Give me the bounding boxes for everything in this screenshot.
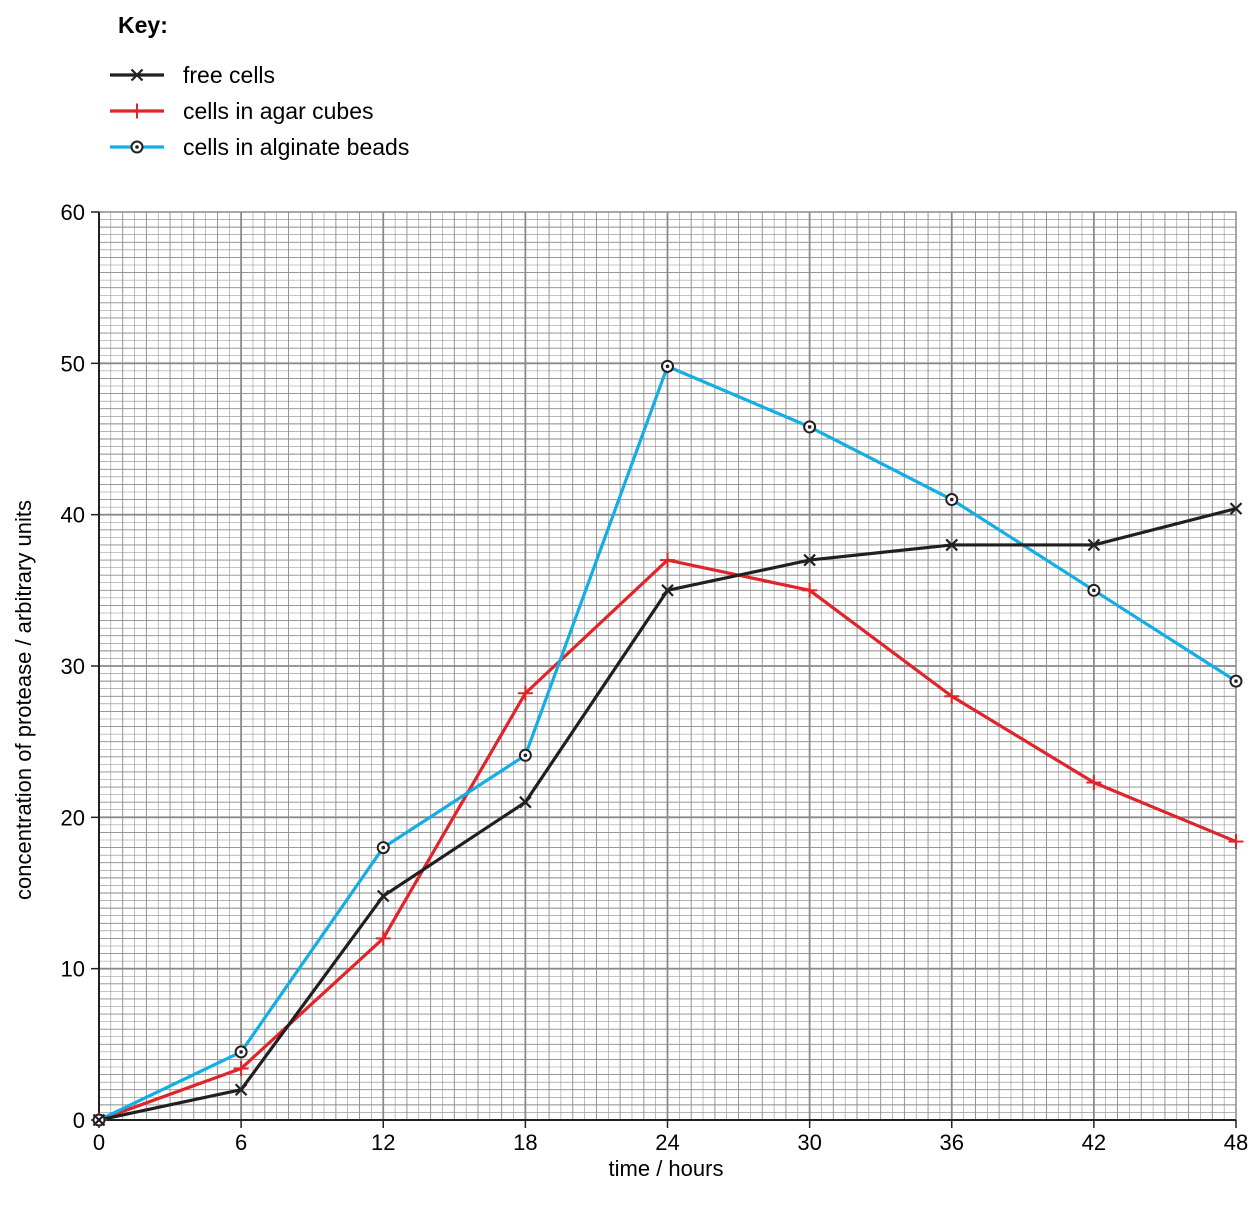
axes [91,212,1236,1128]
x-tick-label: 18 [513,1130,537,1155]
data-point-cells-in-alginate-beads [1231,676,1242,687]
y-tick-label: 10 [61,957,85,982]
legend-item-cells-in-agar-cubes: cells in agar cubes [110,98,374,124]
y-tick-label: 60 [61,200,85,225]
x-tick-label: 30 [797,1130,821,1155]
x-tick-label: 42 [1082,1130,1106,1155]
legend-label: cells in agar cubes [183,98,374,124]
data-point-cells-in-agar-cubes [1086,775,1101,790]
y-tick-label: 40 [61,503,85,528]
legend-marker [130,104,145,119]
grid [99,212,1236,1120]
y-tick-label: 30 [61,654,85,679]
data-point-cells-in-alginate-beads [236,1046,247,1057]
y-tick-label: 0 [73,1108,85,1133]
x-tick-label: 12 [371,1130,395,1155]
y-axis-label: concentration of protease / arbitrary un… [11,500,36,900]
legend-label: free cells [183,62,275,88]
data-point-cells-in-alginate-beads [662,361,673,372]
legend-label: cells in alginate beads [183,134,409,160]
data-point-cells-in-alginate-beads [378,842,389,853]
legend: Key: free cells cells in agar cubes cells … [110,12,409,160]
x-tick-label: 36 [940,1130,964,1155]
legend-item-cells-in-alginate-beads: cells in alginate beads [110,134,409,160]
data-point-cells-in-alginate-beads [520,750,531,761]
data-point-cells-in-agar-cubes [1229,834,1244,849]
legend-item-free-cells: free cells [110,62,275,88]
data-point-cells-in-alginate-beads [1088,585,1099,596]
y-tick-label: 50 [61,351,85,376]
x-tick-label: 0 [93,1130,105,1155]
legend-title: Key: [118,12,168,38]
legend-marker [132,142,143,153]
data-point-cells-in-alginate-beads [946,494,957,505]
x-axis-label: time / hours [609,1156,724,1181]
x-tick-label: 48 [1224,1130,1248,1155]
legend-items: free cells cells in agar cubes cells in al… [110,62,409,160]
y-tick-label: 20 [61,805,85,830]
x-tick-label: 24 [655,1130,679,1155]
x-tick-label: 6 [235,1130,247,1155]
data-point-cells-in-alginate-beads [804,421,815,432]
